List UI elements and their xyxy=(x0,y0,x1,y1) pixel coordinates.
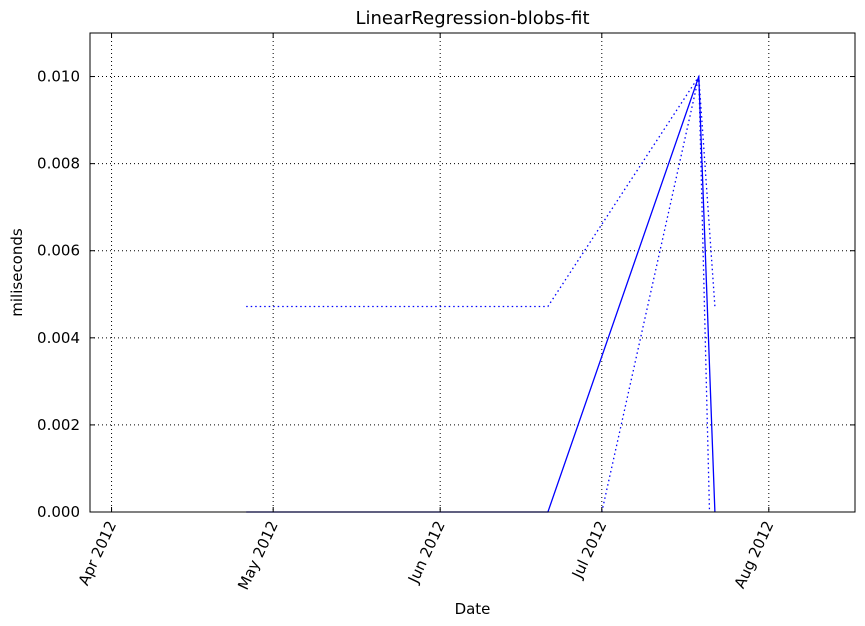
y-tick-label: 0.004 xyxy=(37,329,80,347)
series-line-dotted-2 xyxy=(601,76,711,513)
y-tick-label: 0.000 xyxy=(37,503,80,521)
plot-frame xyxy=(89,32,856,513)
x-axis-label: Date xyxy=(455,600,491,618)
y-tick-label: 0.010 xyxy=(37,68,80,86)
y-tick-label: 0.002 xyxy=(37,416,80,434)
y-tick-label: 0.008 xyxy=(37,155,80,173)
y-tick-label: 0.006 xyxy=(37,242,80,260)
chart-title: LinearRegression-blobs-fit xyxy=(355,8,589,29)
y-axis-label: miliseconds xyxy=(8,228,26,317)
